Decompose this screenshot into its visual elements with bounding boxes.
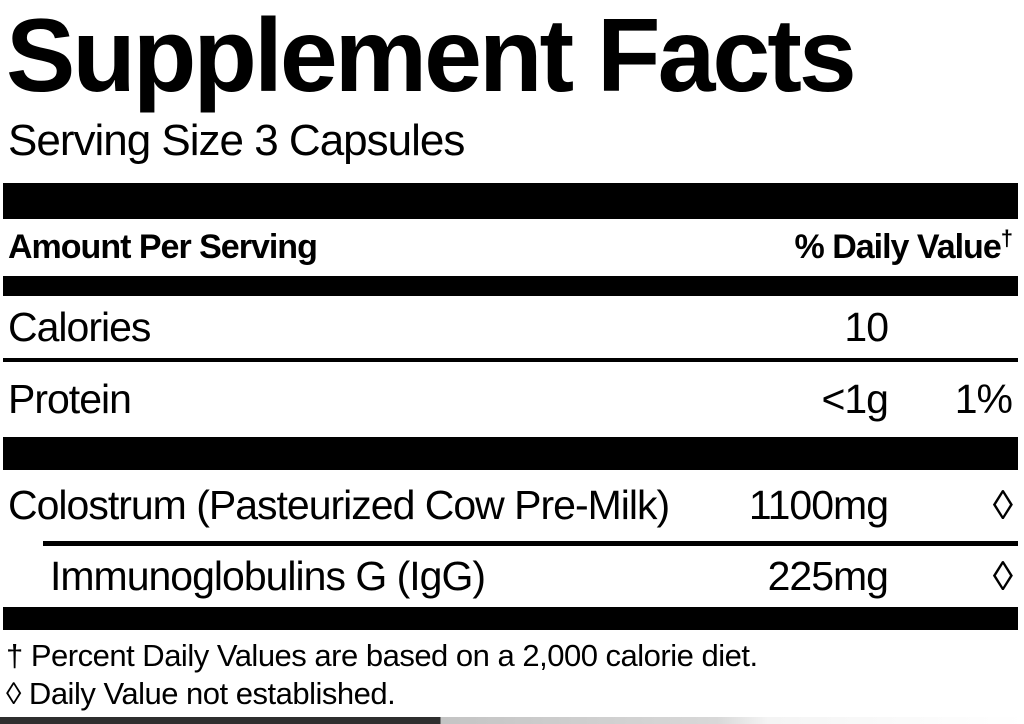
serving-size-text: Serving Size 3 Capsules xyxy=(8,116,465,165)
column-header-row: Amount Per Serving % Daily Value† xyxy=(0,219,1024,276)
row-protein: Protein <1g 1% xyxy=(0,362,1024,437)
row-colostrum: Colostrum (Pasteurized Cow Pre-Milk) 110… xyxy=(0,470,1024,541)
nutrient-name: Calories xyxy=(8,303,151,350)
divider-bottom-thick xyxy=(3,607,1018,630)
nutrient-name: Immunoglobulins G (IgG) xyxy=(50,553,486,599)
divider-header-bottom xyxy=(3,276,1018,296)
nutrient-daily-value: ◊ xyxy=(992,553,1013,599)
divider-thin-calories xyxy=(3,358,1018,362)
dagger-mark: † xyxy=(1000,225,1013,251)
panel-title: Supplement Facts xyxy=(6,0,857,114)
nutrient-amount: 225mg xyxy=(767,553,889,599)
daily-value-header: % Daily Value† xyxy=(794,225,1014,267)
footnote-daily-value: † Percent Daily Values are based on a 2,… xyxy=(6,638,758,673)
nutrient-amount: 1100mg xyxy=(748,482,889,528)
footnote-not-established: ◊ Daily Value not established. xyxy=(6,676,396,711)
row-immunoglobulins: Immunoglobulins G (IgG) 225mg ◊ xyxy=(0,546,1024,607)
nutrient-daily-value: 1% xyxy=(954,376,1013,422)
bottom-edge-cropped-bar xyxy=(0,717,1024,724)
row-calories: Calories 10 xyxy=(0,296,1024,358)
nutrient-amount: <1g xyxy=(821,376,889,422)
divider-top-thick xyxy=(3,183,1018,219)
nutrient-amount: 10 xyxy=(844,303,889,350)
nutrient-name: Colostrum (Pasteurized Cow Pre-Milk) xyxy=(8,482,670,528)
amount-per-serving-header: Amount Per Serving xyxy=(8,228,318,266)
nutrient-name: Protein xyxy=(8,376,132,422)
divider-mid-thick xyxy=(3,437,1018,470)
nutrient-daily-value: ◊ xyxy=(992,482,1013,528)
daily-value-header-text: % Daily Value xyxy=(794,228,1002,266)
divider-thin-indented xyxy=(43,541,1018,546)
